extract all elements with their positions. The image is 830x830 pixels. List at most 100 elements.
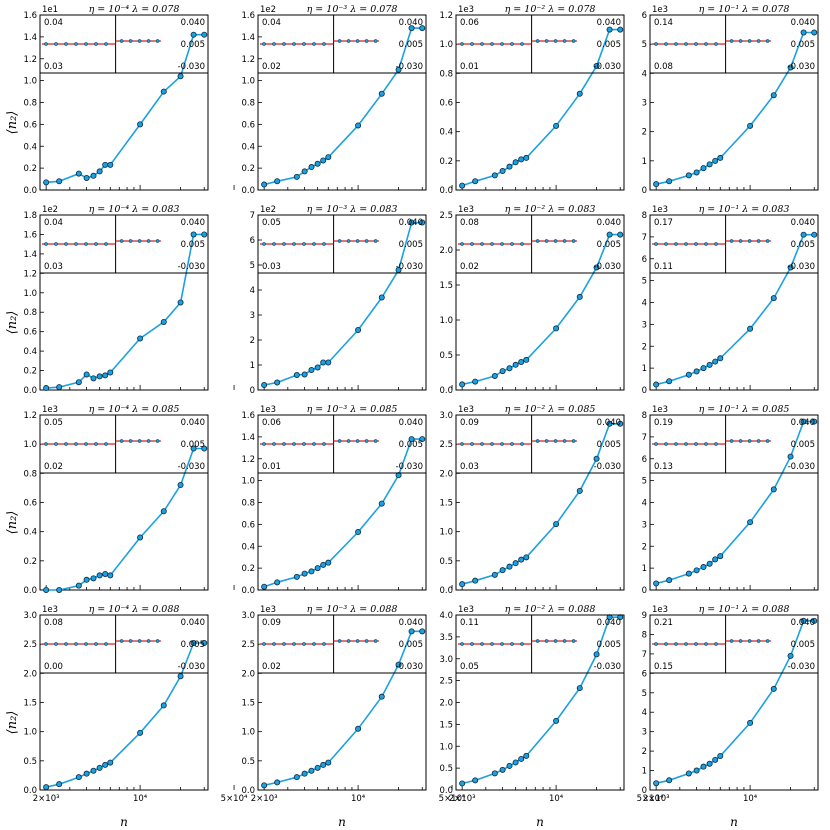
data-point bbox=[606, 26, 613, 33]
inset-right-top: 0.040 bbox=[791, 618, 815, 628]
inset-right-top: 0.040 bbox=[791, 218, 815, 228]
data-point bbox=[811, 231, 818, 238]
y-tick-label: 0.4 bbox=[23, 347, 37, 357]
inset-left-bottom: 0.02 bbox=[262, 62, 281, 72]
y-tick-label: 2 bbox=[642, 342, 647, 352]
inset-point bbox=[84, 242, 88, 246]
inset-point bbox=[747, 439, 752, 443]
y-tick-label: 1.0 bbox=[241, 477, 255, 487]
inset-point bbox=[302, 42, 306, 46]
data-point bbox=[160, 88, 167, 95]
y-axis-labels: ⟨n₂⟩ ⟨n₂⟩ ⟨n₂⟩ ⟨n₂⟩ bbox=[5, 111, 20, 735]
data-point bbox=[770, 486, 777, 493]
inset-point bbox=[128, 239, 133, 243]
data-point bbox=[606, 420, 613, 427]
y-multiplier: 1e3 bbox=[458, 605, 474, 615]
inset-point bbox=[84, 442, 88, 446]
y-tick-label: 2 bbox=[642, 542, 647, 552]
inset-point bbox=[480, 642, 484, 646]
y-tick-label: 1.0 bbox=[439, 40, 453, 50]
inset-point bbox=[520, 242, 524, 246]
data-point bbox=[706, 161, 713, 168]
data-point bbox=[459, 581, 466, 588]
inset-point bbox=[104, 442, 108, 446]
data-point bbox=[787, 453, 794, 460]
inset-left-top: 0.08 bbox=[460, 218, 479, 228]
inset-point bbox=[64, 42, 68, 46]
inset-point bbox=[684, 242, 688, 246]
inset-right-top: 0.040 bbox=[597, 418, 621, 428]
y-tick-label: 0.5 bbox=[241, 757, 255, 767]
y-multiplier: 1e3 bbox=[458, 405, 474, 415]
y-tick-label: 3 bbox=[642, 520, 647, 530]
inset-point bbox=[500, 242, 504, 246]
inset-right-bottom: -0.030 bbox=[788, 262, 815, 272]
y-tick-label: 5 bbox=[250, 261, 255, 271]
inset-frame bbox=[257, 14, 427, 74]
y-tick-label: 0.6 bbox=[23, 499, 37, 509]
inset-point bbox=[44, 42, 48, 46]
x-tick-label: 2×10³ bbox=[33, 794, 60, 804]
y-tick-label: 1.5 bbox=[439, 720, 453, 730]
panel-7: η = 10⁻² λ = 0.0830.00.51.01.52.02.51e30… bbox=[439, 204, 651, 396]
inset-point bbox=[146, 639, 151, 643]
inset-point bbox=[44, 642, 48, 646]
data-point bbox=[770, 295, 777, 302]
inset-point bbox=[272, 242, 276, 246]
data-point bbox=[355, 725, 362, 732]
inset-point bbox=[684, 42, 688, 46]
inset-point bbox=[364, 439, 369, 443]
data-point bbox=[518, 156, 525, 163]
inset-point bbox=[282, 442, 286, 446]
inset-point bbox=[460, 242, 464, 246]
inset-point bbox=[119, 239, 124, 243]
inset-point bbox=[137, 639, 142, 643]
inset-point bbox=[562, 639, 567, 643]
panel-title: η = 10⁻¹ λ = 0.078 bbox=[699, 4, 790, 15]
inset-point bbox=[535, 39, 540, 43]
inset-left-bottom: 0.11 bbox=[654, 262, 673, 272]
y-tick-label: 0.6 bbox=[439, 99, 453, 109]
x-tick-label: 10⁴ bbox=[351, 794, 366, 804]
inset-point bbox=[364, 239, 369, 243]
inset-left-bottom: 0.05 bbox=[460, 662, 479, 672]
inset-point bbox=[373, 439, 378, 443]
panel-title: η = 10⁻³ λ = 0.088 bbox=[307, 604, 398, 615]
inset-point bbox=[544, 639, 549, 643]
inset-point bbox=[571, 239, 576, 243]
inset-point bbox=[756, 439, 761, 443]
inset-point bbox=[747, 39, 752, 43]
y-tick-label: 0.8 bbox=[241, 99, 255, 109]
inset-point bbox=[694, 242, 698, 246]
inset-point bbox=[544, 239, 549, 243]
data-point bbox=[491, 372, 498, 379]
inset-point bbox=[94, 42, 98, 46]
y-tick-label: 0.6 bbox=[23, 328, 37, 338]
y-tick-label: 2.0 bbox=[439, 469, 453, 479]
x-axis-label: n bbox=[120, 815, 128, 829]
data-point bbox=[553, 521, 560, 528]
inset-right-top: 0.040 bbox=[399, 618, 423, 628]
inset-point bbox=[664, 642, 668, 646]
data-point bbox=[512, 361, 519, 368]
inset-point bbox=[337, 439, 342, 443]
data-point bbox=[717, 154, 724, 161]
y-axis-label: ⟨n₂⟩ bbox=[5, 711, 20, 735]
inset-left-top: 0.05 bbox=[44, 418, 63, 428]
y-tick-label: 0.8 bbox=[439, 69, 453, 79]
inset-point bbox=[654, 242, 658, 246]
inset-point bbox=[137, 439, 142, 443]
data-point bbox=[201, 445, 208, 452]
data-point bbox=[747, 719, 754, 726]
inset: 0.05 0.02 0.040 0.005 -0.030 bbox=[39, 414, 209, 474]
inset-right-bottom: -0.030 bbox=[788, 662, 815, 672]
y-tick-label: 0 bbox=[642, 586, 647, 596]
data-point bbox=[800, 617, 807, 624]
data-point bbox=[606, 231, 613, 238]
data-point bbox=[355, 529, 362, 536]
inset-right-top: 0.040 bbox=[399, 218, 423, 228]
data-point bbox=[137, 534, 144, 541]
y-tick-label: 0.2 bbox=[23, 367, 37, 377]
y-tick-label: 1 bbox=[642, 364, 647, 374]
inset-frame bbox=[257, 414, 427, 474]
